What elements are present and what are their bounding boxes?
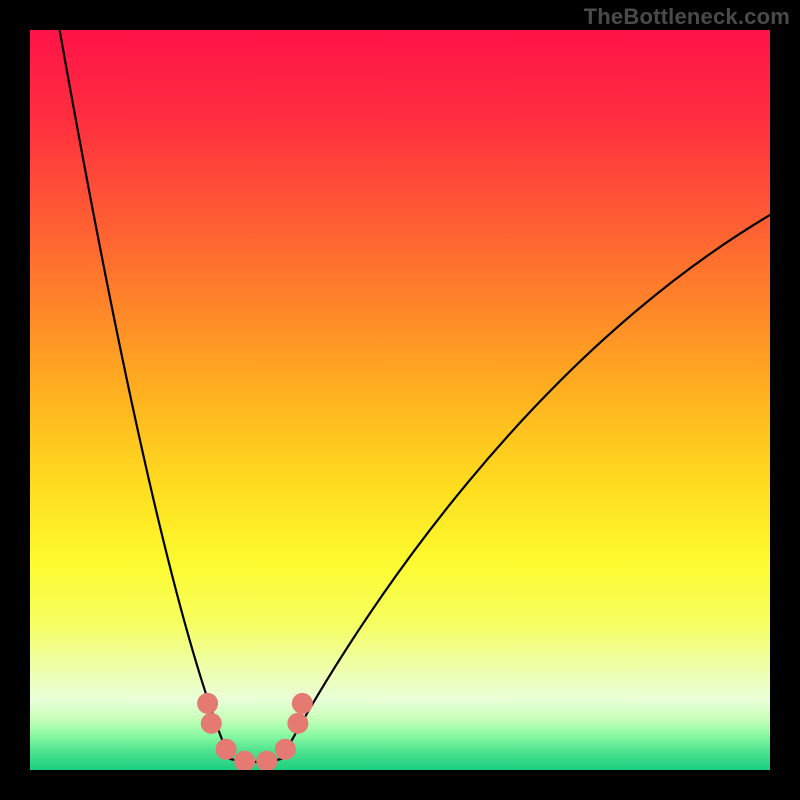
marker-point — [257, 751, 277, 770]
plot-area — [30, 30, 770, 770]
marker-point — [275, 739, 295, 759]
marker-point — [235, 751, 255, 770]
marker-point — [288, 713, 308, 733]
marker-point — [198, 693, 218, 713]
plot-svg — [30, 30, 770, 770]
marker-point — [201, 713, 221, 733]
marker-point — [292, 693, 312, 713]
marker-point — [216, 739, 236, 759]
chart-canvas: TheBottleneck.com — [0, 0, 800, 800]
plot-background — [30, 30, 770, 770]
watermark-text: TheBottleneck.com — [584, 4, 790, 30]
